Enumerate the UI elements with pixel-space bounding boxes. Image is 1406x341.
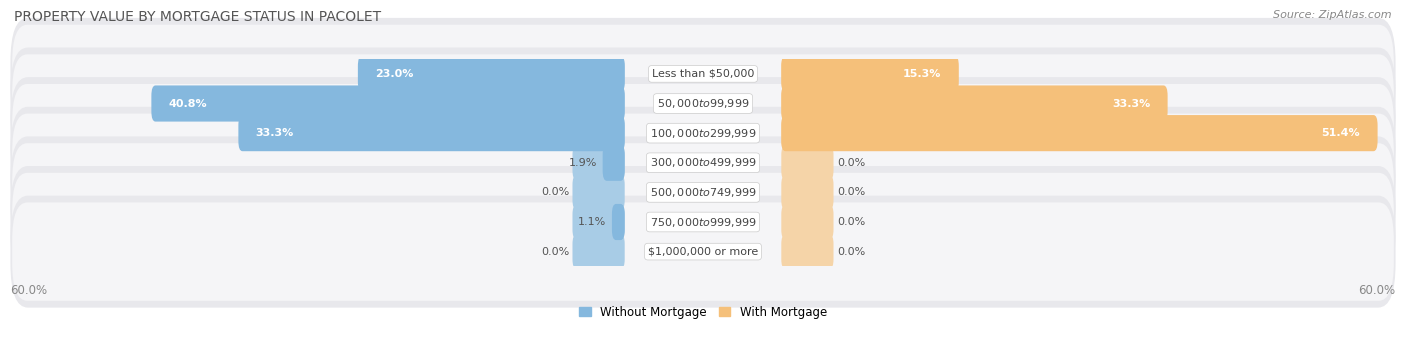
Text: $300,000 to $499,999: $300,000 to $499,999	[650, 156, 756, 169]
FancyBboxPatch shape	[572, 146, 624, 179]
FancyBboxPatch shape	[572, 57, 624, 90]
FancyBboxPatch shape	[572, 117, 624, 150]
Text: PROPERTY VALUE BY MORTGAGE STATUS IN PACOLET: PROPERTY VALUE BY MORTGAGE STATUS IN PAC…	[14, 10, 381, 24]
FancyBboxPatch shape	[782, 87, 834, 120]
Text: 33.3%: 33.3%	[1112, 99, 1150, 108]
FancyBboxPatch shape	[782, 115, 1378, 151]
FancyBboxPatch shape	[10, 196, 1396, 308]
Text: Source: ZipAtlas.com: Source: ZipAtlas.com	[1274, 10, 1392, 20]
FancyBboxPatch shape	[782, 205, 834, 239]
FancyBboxPatch shape	[10, 136, 1396, 248]
Text: $100,000 to $299,999: $100,000 to $299,999	[650, 127, 756, 139]
FancyBboxPatch shape	[603, 145, 624, 181]
Text: $750,000 to $999,999: $750,000 to $999,999	[650, 216, 756, 228]
FancyBboxPatch shape	[782, 176, 834, 209]
Text: $1,000,000 or more: $1,000,000 or more	[648, 247, 758, 257]
Text: 0.0%: 0.0%	[541, 247, 569, 257]
Text: 60.0%: 60.0%	[10, 284, 48, 297]
Text: 0.0%: 0.0%	[837, 247, 865, 257]
FancyBboxPatch shape	[13, 114, 1393, 212]
Text: 1.9%: 1.9%	[568, 158, 598, 168]
Text: 40.8%: 40.8%	[169, 99, 208, 108]
FancyBboxPatch shape	[13, 54, 1393, 153]
FancyBboxPatch shape	[572, 176, 624, 209]
Text: $500,000 to $749,999: $500,000 to $749,999	[650, 186, 756, 199]
FancyBboxPatch shape	[10, 47, 1396, 160]
FancyBboxPatch shape	[10, 77, 1396, 189]
FancyBboxPatch shape	[239, 115, 624, 151]
FancyBboxPatch shape	[13, 143, 1393, 241]
FancyBboxPatch shape	[782, 86, 1167, 122]
FancyBboxPatch shape	[572, 205, 624, 239]
FancyBboxPatch shape	[10, 18, 1396, 130]
FancyBboxPatch shape	[782, 56, 959, 92]
Text: 33.3%: 33.3%	[256, 128, 294, 138]
Text: 0.0%: 0.0%	[837, 217, 865, 227]
Text: 23.0%: 23.0%	[375, 69, 413, 79]
Text: 15.3%: 15.3%	[903, 69, 942, 79]
FancyBboxPatch shape	[782, 57, 834, 90]
Text: 0.0%: 0.0%	[541, 188, 569, 197]
FancyBboxPatch shape	[13, 84, 1393, 182]
FancyBboxPatch shape	[782, 146, 834, 179]
FancyBboxPatch shape	[782, 117, 834, 150]
FancyBboxPatch shape	[359, 56, 624, 92]
Text: Less than $50,000: Less than $50,000	[652, 69, 754, 79]
Text: 0.0%: 0.0%	[837, 158, 865, 168]
FancyBboxPatch shape	[572, 87, 624, 120]
Text: $50,000 to $99,999: $50,000 to $99,999	[657, 97, 749, 110]
FancyBboxPatch shape	[152, 86, 624, 122]
Legend: Without Mortgage, With Mortgage: Without Mortgage, With Mortgage	[579, 306, 827, 318]
Text: 0.0%: 0.0%	[837, 188, 865, 197]
FancyBboxPatch shape	[13, 173, 1393, 271]
FancyBboxPatch shape	[13, 25, 1393, 123]
Text: 1.1%: 1.1%	[578, 217, 606, 227]
FancyBboxPatch shape	[13, 203, 1393, 301]
FancyBboxPatch shape	[10, 166, 1396, 278]
Text: 51.4%: 51.4%	[1322, 128, 1360, 138]
FancyBboxPatch shape	[10, 107, 1396, 219]
FancyBboxPatch shape	[612, 204, 624, 240]
FancyBboxPatch shape	[782, 235, 834, 268]
Text: 60.0%: 60.0%	[1358, 284, 1396, 297]
FancyBboxPatch shape	[572, 235, 624, 268]
